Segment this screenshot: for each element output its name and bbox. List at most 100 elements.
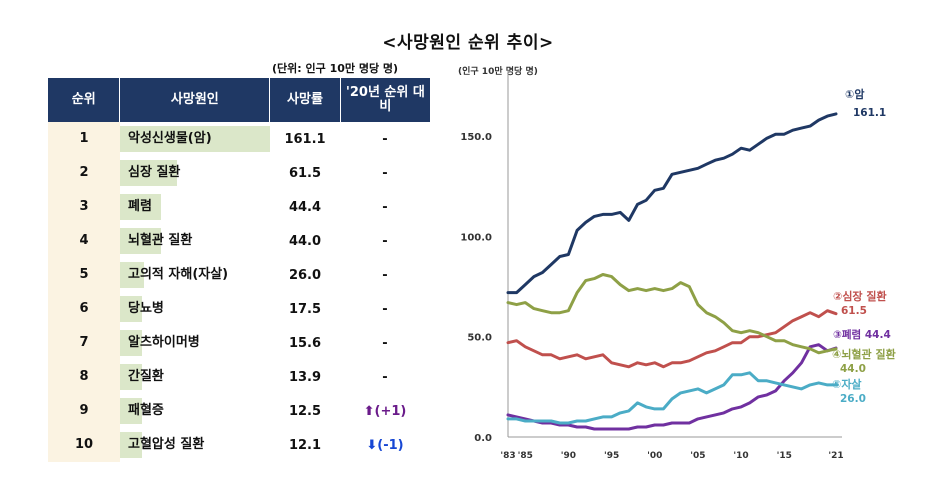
rate-cell: 15.6 <box>288 335 322 351</box>
x-tick-label: '00 <box>647 451 662 461</box>
x-tick-label: '15 <box>777 451 792 461</box>
table-row: 3 폐렴 44.4 - <box>48 190 430 224</box>
cause-label: 심장 질환 <box>128 165 181 180</box>
y-tick-label: 0.0 <box>474 433 492 444</box>
table-body: 1 악성신생물(암) 161.1 - 2 심장 질환 61.5 - 3 폐렴 44.4 - 4 뇌혈관 질… <box>48 122 430 462</box>
rank-cell: 9 <box>48 394 120 428</box>
cause-cell: 고의적 자해(자살) <box>120 258 270 292</box>
change-text: - <box>382 233 388 249</box>
arrow-up-icon: ⬆ <box>363 403 375 419</box>
change-cell: ⬆(+1) <box>340 404 430 419</box>
label-cancer-value: 161.1 <box>853 107 886 119</box>
change-cell: - <box>340 200 430 215</box>
rate-cell: 17.5 <box>288 301 322 317</box>
y-axis-label: (인구 10만 명당 명) <box>458 65 538 77</box>
change-text: - <box>382 369 388 385</box>
rank-cell: 5 <box>48 258 120 292</box>
table-row: 8 간질환 13.9 - <box>48 360 430 394</box>
table-row: 7 알츠하이머병 15.6 - <box>48 326 430 360</box>
rate-cell: 13.9 <box>288 369 322 385</box>
rank-cell: 4 <box>48 224 120 258</box>
table-row: 4 뇌혈관 질환 44.0 - <box>48 224 430 258</box>
change-cell: - <box>340 268 430 283</box>
rate-bar <box>120 228 161 254</box>
cause-cell: 고혈압성 질환 <box>120 428 270 462</box>
change-cell: - <box>340 370 430 385</box>
cause-label: 간질환 <box>128 369 164 384</box>
table-row: 9 패혈증 12.5 ⬆(+1) <box>48 394 430 428</box>
rate-bar <box>120 126 270 152</box>
rank-cell: 8 <box>48 360 120 394</box>
change-text: - <box>382 131 388 147</box>
change-text: (+1) <box>374 403 407 419</box>
rate-bar <box>120 330 142 356</box>
label-pneumonia: ③폐렴 44.4 <box>833 328 891 341</box>
rate-cell: 12.1 <box>288 437 322 453</box>
cause-label: 악성신생물(암) <box>128 131 212 146</box>
cause-label: 고혈압성 질환 <box>128 437 205 452</box>
rate-cell: 12.5 <box>288 403 322 419</box>
x-tick-label: '21 <box>828 451 843 461</box>
rate-bar <box>120 398 142 424</box>
label-cerebrovascular-value: 44.0 <box>840 363 866 375</box>
table-row: 10 고혈압성 질환 12.1 ⬇(-1) <box>48 428 430 462</box>
cause-cell: 폐렴 <box>120 190 270 224</box>
header-cause: 사망원인 <box>120 78 271 122</box>
cause-cell: 알츠하이머병 <box>120 326 270 360</box>
change-cell: - <box>340 302 430 317</box>
rank-cell: 1 <box>48 122 120 156</box>
rate-bar <box>120 160 178 186</box>
y-tick-label: 150.0 <box>460 132 492 143</box>
change-text: - <box>382 267 388 283</box>
cause-label: 고의적 자해(자살) <box>128 267 229 282</box>
cause-label: 뇌혈관 질환 <box>128 233 193 248</box>
rate-bar <box>120 262 145 288</box>
header-rank: 순위 <box>48 78 121 122</box>
cause-cell: 악성신생물(암) <box>120 122 270 156</box>
cause-cell: 심장 질환 <box>120 156 270 190</box>
label-heart-value: 61.5 <box>841 305 867 317</box>
label-cerebrovascular: ④뇌혈관 질환 <box>832 347 896 361</box>
series-line <box>506 309 838 369</box>
rate-bar <box>120 194 162 220</box>
change-cell: - <box>340 166 430 181</box>
change-text: - <box>382 335 388 351</box>
table-row: 6 당뇨병 17.5 - <box>48 292 430 326</box>
x-tick-label: '95 <box>604 451 619 461</box>
rate-cell: 44.0 <box>288 233 322 249</box>
change-cell: - <box>340 234 430 249</box>
label-suicide-value: 26.0 <box>840 393 866 405</box>
cause-label: 당뇨병 <box>128 301 164 316</box>
rate-bar <box>120 432 142 458</box>
rate-cell: 26.0 <box>288 267 322 283</box>
cause-label: 폐렴 <box>128 199 152 214</box>
cause-cell: 간질환 <box>120 360 270 394</box>
rate-cell: 44.4 <box>288 199 322 215</box>
rate-cell: 61.5 <box>288 165 322 181</box>
page-title: <사망원인 순위 추이> <box>382 33 554 53</box>
arrow-down-icon: ⬇ <box>366 437 378 453</box>
x-tick-label: '10 <box>733 451 748 461</box>
change-text: - <box>382 199 388 215</box>
series-line <box>506 273 838 355</box>
rate-bar <box>120 364 142 390</box>
rank-cell: 3 <box>48 190 120 224</box>
unit-note: (단위: 인구 10만 명당 명) <box>272 62 399 75</box>
table-row: 1 악성신생물(암) 161.1 - <box>48 122 430 156</box>
header-change: '20년 순위 대비 <box>345 84 425 114</box>
x-tick-label: '90 <box>561 451 576 461</box>
change-cell: - <box>340 336 430 351</box>
change-text: - <box>382 165 388 181</box>
cause-label: 패혈증 <box>128 403 164 418</box>
death-rate-trend-chart: (인구 10만 명당 명) 0.0 50.0 100.0 150.0 '83'85 '90 '… <box>440 60 936 498</box>
header-rate: 사망률 <box>270 78 341 122</box>
cause-label: 알츠하이머병 <box>128 335 200 350</box>
change-text: (-1) <box>377 437 404 453</box>
rate-bar <box>120 296 142 322</box>
ranking-table: 순위 사망원인 사망률 '20년 순위 대비 1 악성신생물(암) 161.1 - 2 심… <box>48 78 430 462</box>
label-cancer: ①암 <box>845 88 864 101</box>
series-line <box>506 112 838 295</box>
x-tick-label: '85 <box>518 451 533 461</box>
change-text: - <box>382 301 388 317</box>
table-row: 5 고의적 자해(자살) 26.0 - <box>48 258 430 292</box>
